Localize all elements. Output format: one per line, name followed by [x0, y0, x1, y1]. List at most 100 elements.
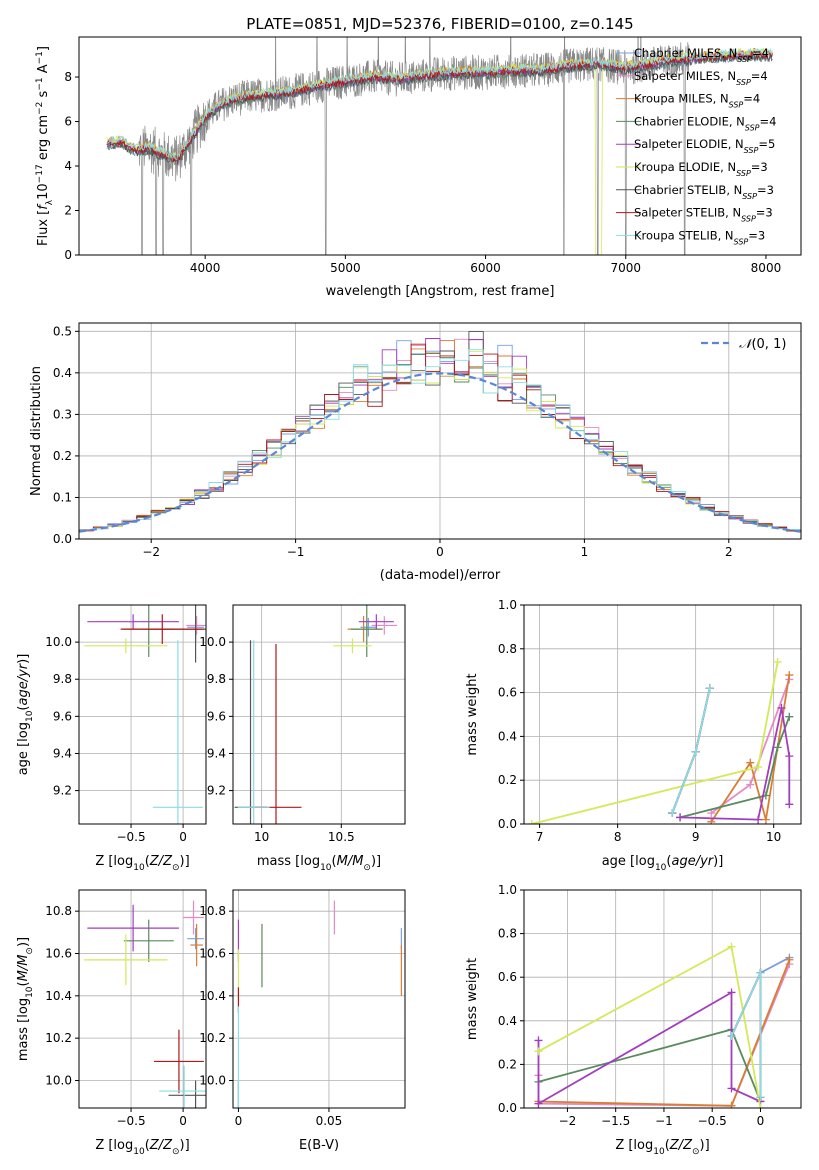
series-marker [727, 988, 736, 997]
errorbar-point [187, 928, 204, 950]
x-tick-label: 7 [536, 830, 544, 844]
errorbar-point [152, 640, 203, 824]
series-marker [785, 712, 794, 721]
legend-sub: SSP [742, 191, 757, 200]
axis-label-part: ( [16, 981, 31, 986]
y-tick-label: 0.8 [498, 927, 517, 941]
series-marker [746, 758, 755, 767]
axis-label-part: 10 [655, 863, 667, 873]
axes-border [78, 889, 207, 1109]
axis-label-part: ⊙ [172, 863, 180, 873]
series-line [730, 972, 762, 1098]
legend-entry: 𝒩(0, 1) [739, 337, 786, 352]
legend-entry: Kroupa STELIB, NSSP=3 [634, 228, 765, 246]
legend-suffix: =3 [756, 206, 773, 220]
axis-label: Z [log10(Z/Z⊙)] [95, 854, 189, 873]
series-marker [756, 1093, 765, 1102]
axis-label-part: λ [45, 199, 55, 205]
axis-label-part: ] [36, 46, 51, 51]
legend-suffix: =4 [751, 69, 768, 83]
legend-residuals: 𝒩(0, 1) [701, 337, 786, 352]
y-tick-label: 10.4 [45, 989, 72, 1003]
legend-suffix: =4 [752, 46, 769, 60]
plot-area-age-vs-Z [84, 605, 206, 824]
series-marker [676, 813, 685, 822]
series-line [671, 688, 711, 814]
series-marker [727, 1101, 736, 1108]
series-line-group [707, 671, 794, 824]
plot-area-spectrum [106, 37, 773, 255]
panel-mass-vs-Z: −0.5 010.010.210.410.610.8Z [log10(Z/Z⊙)]… [16, 889, 207, 1157]
legend-sub: SSP [745, 123, 760, 132]
legend-text: Kroupa MILES, N [634, 92, 729, 106]
axis-label-part: ⊙ [692, 1147, 700, 1157]
errorbar-point [123, 919, 174, 962]
x-tick-label: 1 [581, 545, 589, 559]
series-marker [785, 955, 794, 964]
axes-border [78, 604, 207, 825]
panel-mass-vs-EBV: 0 0.05 10.0 10.2 10.4 10.6 10.8 E(B-V) [199, 889, 406, 1153]
y-tick-label: 9.2 [207, 784, 226, 798]
axis-label-part: mass [log [257, 854, 320, 869]
x-tick-label: 10 [254, 830, 269, 844]
axis-label-part: age/yr [16, 662, 31, 705]
axis-label-part: Z/Z [149, 854, 173, 869]
y-tick-label: 0.0 [53, 532, 72, 546]
legend-text: Chabrier ELODIE, N [634, 114, 745, 128]
series-line [671, 688, 711, 814]
y-tick-label: 0.3 [53, 407, 72, 421]
axis-label-part: 10 [25, 710, 35, 722]
plot-area-massweight-vs-age [527, 657, 794, 824]
series-marker [534, 1099, 543, 1108]
series-marker [754, 815, 763, 824]
errorbar-point [190, 923, 203, 967]
y-tick-label: 0.1 [53, 490, 72, 504]
axes-border [232, 889, 406, 1109]
y-tick-label: 0.2 [53, 449, 72, 463]
y-axis-label: mass weight [465, 958, 480, 1040]
histogram-step [79, 349, 801, 539]
errorbar-point [87, 614, 179, 630]
series-line [730, 972, 762, 1098]
series-marker [727, 1084, 736, 1093]
series-marker [707, 809, 716, 818]
panel-residuals: −2 −1 0 1 2 0.0 0.1 0.2 0.3 0.4 0.5 𝒩(0, 1) (data-mo… [29, 322, 802, 583]
y-tick-label: 10.6 [45, 946, 72, 960]
legend-text: Salpeter STELIB, N [634, 206, 741, 220]
y-tick-label: 1.0 [498, 883, 517, 897]
axis-label-part: )] [180, 1138, 190, 1153]
axis-label-part: s [36, 90, 51, 101]
series-marker [527, 820, 536, 824]
model-spectrum-line [106, 47, 773, 161]
x-tick-label: 9 [692, 830, 700, 844]
y-tick-label: 0.4 [498, 729, 517, 743]
series-line-group [534, 988, 765, 1108]
axis-label-part: f [36, 203, 51, 210]
model-spectrum-line [106, 53, 773, 165]
y-tick-label: 9.8 [53, 672, 72, 686]
axis-label-part: ⊙ [172, 1147, 180, 1157]
series-marker [777, 703, 786, 712]
axis-label-part: 10 [36, 183, 51, 200]
series-marker [773, 657, 782, 666]
y-tick-label: 9.6 [53, 709, 72, 723]
axis-label-part: ( [16, 706, 31, 711]
legend-entry: Salpeter ELODIE, NSSP=5 [634, 137, 775, 155]
axis-label-part: 10 [133, 863, 145, 873]
y-tick-label: 0.6 [498, 686, 517, 700]
y-tick-label: 0.0 [498, 1101, 517, 1115]
y-tick-label: 4 [64, 159, 72, 173]
panel-massweight-vs-Z: −2 −1.5 −1 −0.5 0 0.0 0.2 0.4 0.6 0.8 1.0 Z [log10(… [465, 883, 802, 1157]
series-marker [727, 942, 736, 951]
legend-sub: SSP [741, 214, 756, 223]
errorbar-point [168, 1080, 206, 1108]
axes-border [78, 36, 802, 256]
legend-sub: SSP [729, 100, 744, 109]
axis-label-part: ( [332, 854, 337, 869]
series-line-group [727, 968, 765, 1102]
x-tick-label: 5000 [330, 261, 361, 275]
y-tick-label: 0.4 [53, 366, 72, 380]
